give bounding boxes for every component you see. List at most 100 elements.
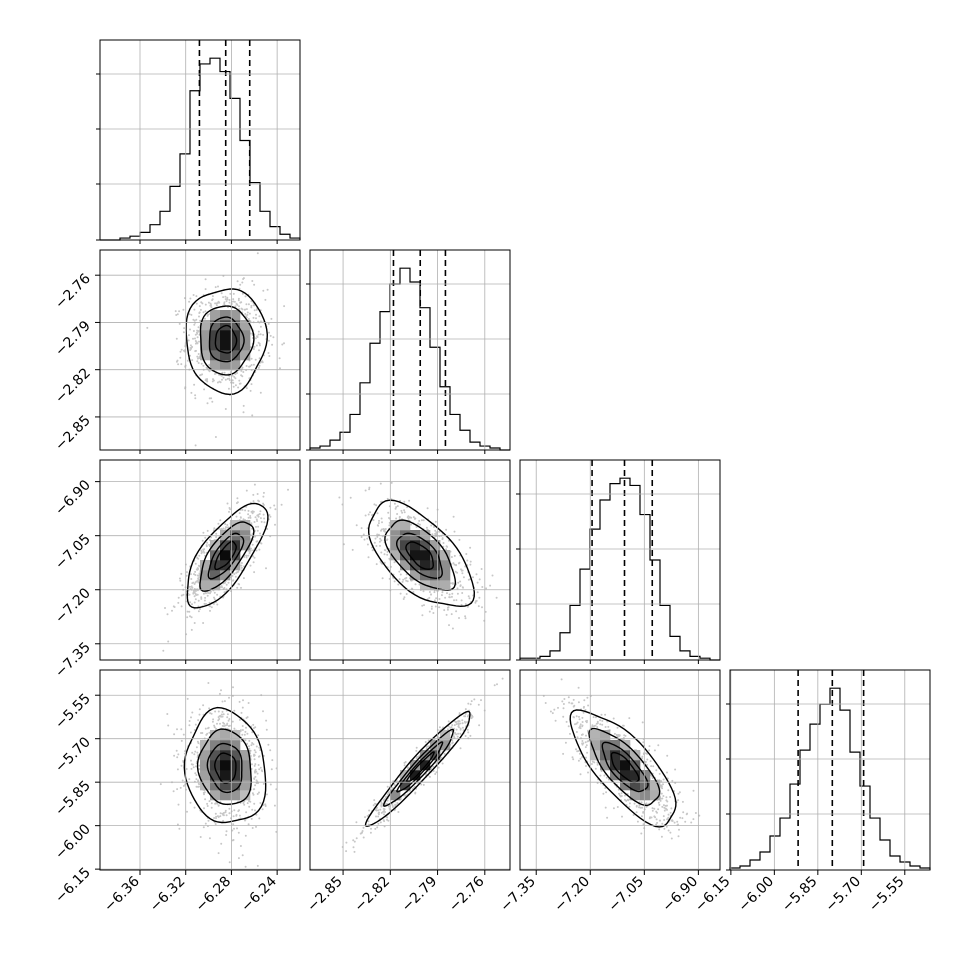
contour-line — [214, 752, 237, 784]
contour-line — [610, 751, 640, 784]
density-cell — [600, 760, 611, 771]
density-cell — [210, 730, 221, 741]
y-tick-label: −5.55 — [52, 691, 94, 733]
density-cell — [400, 540, 411, 551]
density-cell — [220, 730, 231, 741]
y-tick-label: −2.85 — [52, 412, 94, 454]
density-cell — [220, 350, 231, 361]
density-cell — [220, 570, 231, 581]
density-cell — [420, 550, 431, 561]
panel-frame — [519, 459, 721, 661]
density-cell — [220, 330, 231, 341]
density-cell — [650, 780, 661, 791]
grid-lines — [100, 460, 300, 660]
density-cell — [410, 540, 421, 551]
grid-lines — [520, 460, 720, 660]
density-cell — [620, 760, 631, 771]
density-cell — [410, 770, 421, 781]
density-cell — [390, 550, 401, 561]
density-cell — [400, 550, 411, 561]
panel-frame — [729, 669, 931, 871]
scatter-panel-2-1 — [338, 481, 498, 630]
density-cell — [220, 530, 231, 541]
density-cell — [240, 780, 251, 791]
density-cell — [220, 340, 231, 351]
contour-line — [395, 532, 443, 580]
y-axis-2: −7.35 −7.20 −7.05 −6.90 — [52, 477, 100, 681]
x-tick-label: −2.76 — [446, 873, 488, 915]
density-cell — [620, 770, 631, 781]
contour-line — [207, 532, 245, 580]
y-tick-label: −7.20 — [52, 585, 94, 627]
grid-lines — [310, 670, 510, 870]
scatter-panel-1-0 — [146, 252, 286, 447]
density-cell — [430, 550, 441, 561]
density-cell — [220, 750, 231, 761]
x-tick-label: −2.79 — [399, 874, 441, 916]
density-cell — [230, 360, 241, 371]
density-cell — [220, 790, 231, 801]
x-tick-label: −6.36 — [101, 873, 143, 915]
y-tick-label: −5.85 — [52, 778, 94, 820]
density-cells — [390, 730, 451, 801]
density-cell — [240, 520, 251, 531]
x-tick-label: −5.85 — [779, 874, 821, 916]
contour-line — [396, 741, 444, 793]
x-tick-label: −2.82 — [351, 874, 393, 916]
density-cell — [630, 760, 641, 771]
contour-line — [601, 741, 649, 793]
histogram-step — [519, 477, 720, 661]
y-tick-label: −2.82 — [52, 365, 94, 407]
density-cell — [590, 730, 601, 741]
density-cell — [230, 530, 241, 541]
scatter-panel-2-0 — [162, 483, 290, 652]
density-cell — [440, 560, 451, 571]
density-cell — [200, 580, 211, 591]
grid-lines — [100, 670, 300, 870]
x-axis-2: −7.35 −7.20 −7.05 −6.90 — [497, 870, 701, 915]
x-axis-0: −6.36 −6.32 −6.28 −6.24 — [101, 870, 280, 915]
density-cell — [210, 310, 221, 321]
contour-line — [364, 710, 471, 827]
y-axis-3: −6.15−6.00−5.85−5.70−5.55 — [52, 691, 100, 906]
y-tick-label: −7.35 — [52, 639, 94, 681]
scatter-panel-3-1 — [341, 677, 504, 853]
density-cell — [220, 540, 231, 551]
density-cell — [200, 320, 211, 331]
density-cell — [210, 360, 221, 371]
density-cell — [390, 790, 401, 801]
density-cell — [430, 570, 441, 581]
histogram-panel-3 — [726, 670, 931, 871]
density-cell — [420, 540, 431, 551]
density-cell — [230, 760, 241, 771]
x-tick-label: −6.28 — [193, 874, 235, 916]
grid-lines — [310, 460, 510, 660]
contour-line — [196, 728, 252, 805]
density-cell — [200, 340, 211, 351]
density-cell — [240, 540, 251, 551]
density-cell — [210, 770, 221, 781]
density-cell — [440, 570, 451, 581]
density-cell — [400, 780, 411, 791]
scatter-points — [542, 678, 701, 840]
density-cell — [210, 740, 221, 751]
density-cell — [200, 780, 211, 791]
density-cell — [200, 770, 211, 781]
density-cell — [230, 560, 241, 571]
panel-content — [542, 678, 701, 840]
y-tick-label: −5.70 — [52, 734, 94, 776]
density-cell — [200, 760, 211, 771]
contours — [183, 706, 267, 824]
y-axis-1: −2.85 −2.82 −2.79 −2.76 — [52, 271, 100, 454]
density-cell — [630, 790, 641, 801]
x-tick-label: −7.05 — [605, 874, 647, 916]
density-cell — [210, 750, 221, 761]
contour-line — [183, 706, 267, 824]
y-tick-label: −7.05 — [52, 531, 94, 573]
density-cell — [220, 360, 231, 371]
density-cell — [210, 320, 221, 331]
density-cell — [230, 790, 241, 801]
contour-line — [405, 541, 435, 570]
